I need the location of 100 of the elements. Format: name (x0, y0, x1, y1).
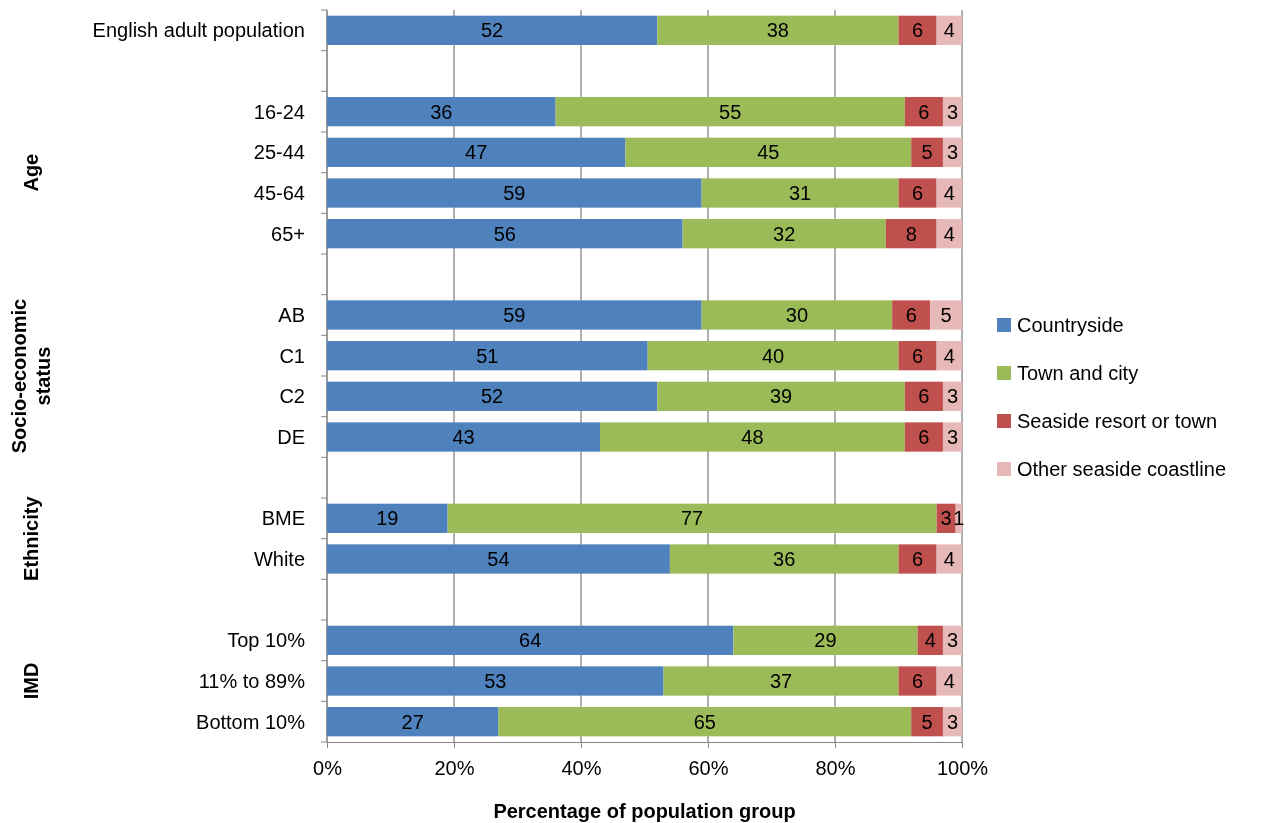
bar (327, 707, 499, 737)
data-label: 6 (911, 548, 924, 570)
data-label: 32 (773, 222, 796, 245)
text: IMD (20, 662, 42, 700)
bar (657, 15, 899, 45)
data-label: 4 (943, 182, 955, 204)
bar (904, 381, 943, 411)
data-label: 19 (376, 507, 399, 530)
data-label: 65 (693, 710, 716, 733)
y-tick-label: C1 (279, 344, 305, 367)
bar (555, 97, 905, 127)
x-tick-label: 0% (313, 757, 343, 779)
data-label: 51 (476, 344, 499, 367)
bar (327, 422, 601, 452)
data-label: 55 (719, 100, 742, 123)
bar (669, 544, 899, 574)
bar (327, 300, 702, 330)
bar (904, 422, 943, 452)
bar (447, 503, 937, 533)
legend-label: Other seaside coastline (1017, 458, 1227, 480)
text: Ethnicity (20, 495, 42, 581)
data-label: 30 (785, 304, 809, 326)
y-tick-label: English adult population (92, 19, 305, 42)
data-label: 4 (943, 222, 955, 245)
text: Socio-economic status (8, 298, 54, 454)
bar (911, 707, 943, 737)
y-tick-label: Bottom 10% (196, 710, 306, 733)
legend-label: Countryside (1017, 314, 1124, 336)
data-label: 5 (921, 141, 933, 164)
data-label: 3 (946, 426, 959, 448)
y-tick-label: 45-64 (253, 182, 305, 204)
data-label: 37 (769, 670, 793, 692)
data-label: 6 (918, 385, 930, 408)
data-label: 45 (757, 141, 780, 164)
data-label: 5 (940, 304, 952, 326)
data-label: 8 (905, 222, 917, 245)
y-tick-label: 65+ (271, 222, 305, 245)
data-label: 5 (921, 710, 933, 733)
y-tick-label: BME (261, 507, 305, 530)
bar (898, 666, 937, 696)
data-label: 52 (480, 385, 504, 408)
data-label: 54 (487, 548, 510, 570)
bar (327, 503, 448, 533)
legend-label: Town and city (1017, 362, 1139, 384)
bar (327, 341, 648, 371)
data-label: 4 (924, 629, 936, 652)
y-tick-label: Top 10% (227, 629, 306, 652)
x-tick-label: 20% (434, 757, 475, 779)
y-tick-label: C2 (279, 385, 305, 408)
bar (701, 178, 899, 208)
y-tick-label: DE (277, 426, 305, 448)
bar (498, 707, 912, 737)
bar (327, 666, 664, 696)
bar (898, 15, 937, 45)
data-label: 4 (943, 670, 955, 692)
data-label: 3 (946, 629, 959, 652)
data-label: 59 (503, 304, 526, 326)
data-label: 3 (946, 385, 959, 408)
data-label: 6 (911, 19, 924, 42)
y-tick-label: White (253, 548, 305, 570)
y-tick-label: 11% to 89% (198, 670, 306, 692)
data-label: 29 (814, 629, 837, 652)
data-label: 4 (943, 344, 955, 367)
x-tick-label: 80% (815, 757, 856, 779)
bar (647, 341, 899, 371)
data-label: 3 (940, 507, 952, 530)
data-label: 53 (484, 670, 507, 692)
x-tick-label: 40% (561, 757, 602, 779)
data-label: 40 (761, 344, 785, 367)
data-label: 6 (918, 426, 930, 448)
bar (911, 137, 943, 167)
bar (885, 219, 937, 249)
data-label: 43 (452, 426, 475, 448)
bar (682, 219, 886, 249)
data-label: 36 (773, 548, 796, 570)
text: Age (20, 153, 42, 192)
data-label: 59 (503, 182, 526, 204)
bar (600, 422, 905, 452)
data-label: 6 (905, 304, 917, 326)
legend-label: Seaside resort or town (1017, 410, 1218, 432)
bar (930, 300, 962, 330)
data-label: 77 (681, 507, 704, 530)
bar (327, 219, 683, 249)
bar (898, 178, 937, 208)
bar (733, 625, 918, 655)
bar (904, 97, 943, 127)
data-label: 48 (741, 426, 764, 448)
y-tick-label: 16-24 (253, 100, 305, 123)
bar (327, 544, 670, 574)
data-label: 3 (946, 710, 959, 733)
data-label: 27 (401, 710, 424, 733)
bar (327, 97, 556, 127)
bar (701, 300, 893, 330)
data-label: 36 (430, 100, 453, 123)
bar (625, 137, 912, 167)
data-label: 6 (918, 100, 930, 123)
data-label: 31 (788, 182, 812, 204)
data-label: 56 (493, 222, 516, 245)
data-label: 6 (911, 182, 924, 204)
bar (936, 544, 962, 574)
